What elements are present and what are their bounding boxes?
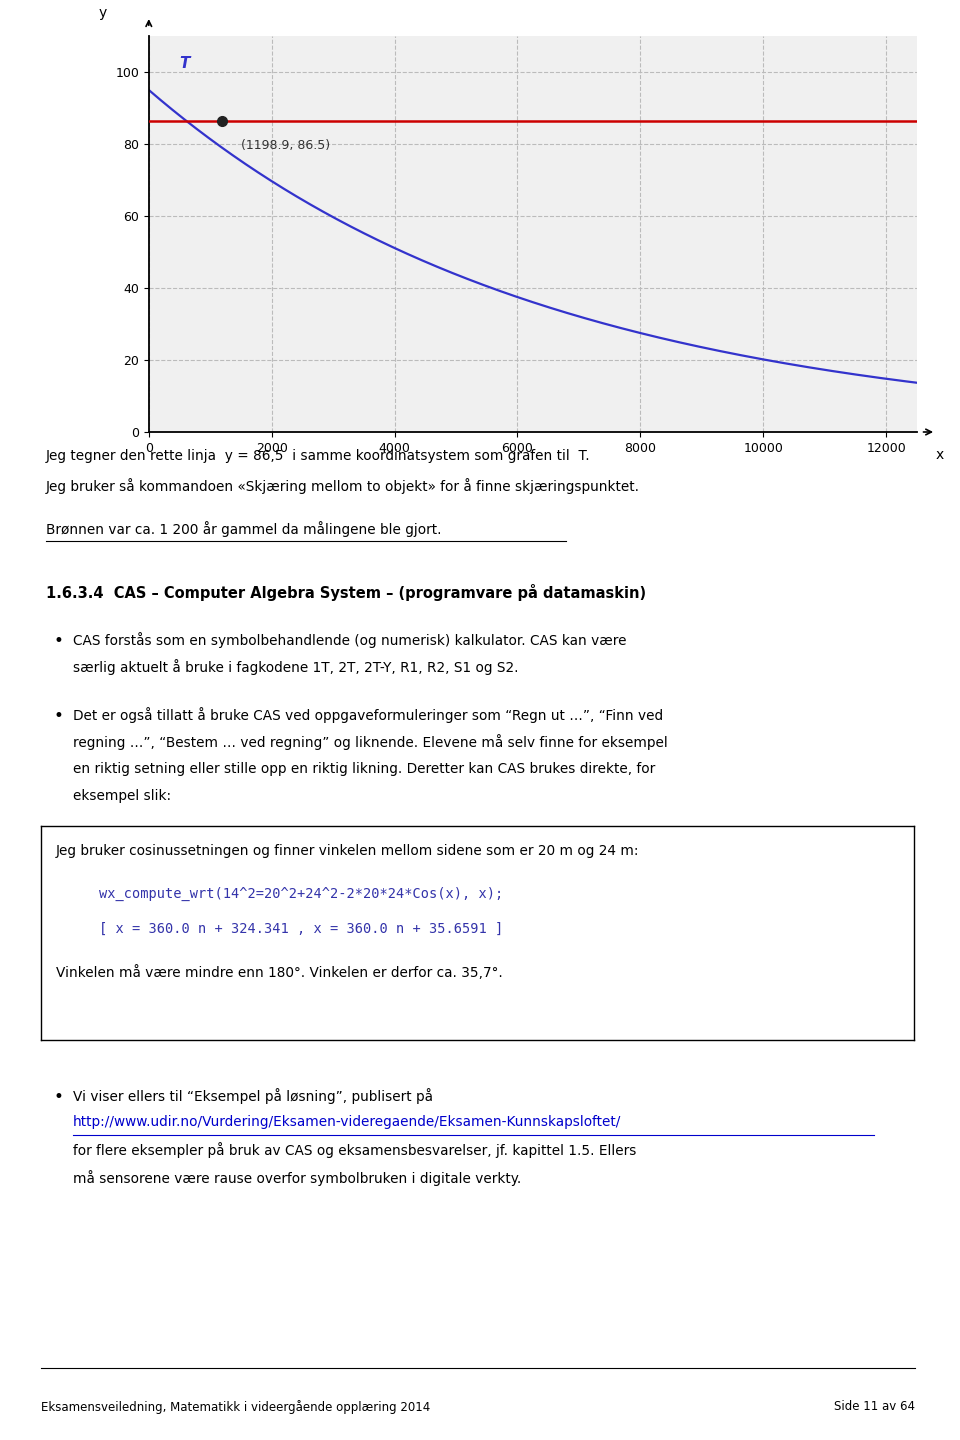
Text: særlig aktuelt å bruke i fagkodene 1T, 2T, 2T-Y, R1, R2, S1 og S2.: særlig aktuelt å bruke i fagkodene 1T, 2… <box>73 660 518 675</box>
Text: CAS forstås som en symbolbehandlende (og numerisk) kalkulator. CAS kan være: CAS forstås som en symbolbehandlende (og… <box>73 632 627 648</box>
Text: wx_compute_wrt(14^2=20^2+24^2-2*20*24*Cos(x), x);: wx_compute_wrt(14^2=20^2+24^2-2*20*24*Co… <box>99 887 503 900</box>
X-axis label: x: x <box>936 448 944 462</box>
Text: 1.6.3.4  CAS – Computer Algebra System – (programvare på datamaskin): 1.6.3.4 CAS – Computer Algebra System – … <box>46 585 646 600</box>
Text: må sensorene være rause overfor symbolbruken i digitale verkty.: må sensorene være rause overfor symbolbr… <box>73 1169 521 1185</box>
Text: en riktig setning eller stille opp en riktig likning. Deretter kan CAS brukes di: en riktig setning eller stille opp en ri… <box>73 762 656 776</box>
Text: Vinkelen må være mindre enn 180°. Vinkelen er derfor ca. 35,7°.: Vinkelen må være mindre enn 180°. Vinkel… <box>56 965 502 979</box>
Text: Det er også tillatt å bruke CAS ved oppgaveformuleringer som “Regn ut …”, “Finn : Det er også tillatt å bruke CAS ved oppg… <box>73 707 663 723</box>
Text: •: • <box>54 1089 63 1106</box>
Text: Jeg bruker cosinussetningen og finner vinkelen mellom sidene som er 20 m og 24 m: Jeg bruker cosinussetningen og finner vi… <box>56 844 639 858</box>
Text: •: • <box>54 707 63 726</box>
Text: http://www.udir.no/Vurdering/Eksamen-videregaende/Eksamen-Kunnskapsloftet/: http://www.udir.no/Vurdering/Eksamen-vid… <box>73 1116 621 1129</box>
Text: regning …”, “Bestem … ved regning” og liknende. Elevene må selv finne for eksemp: regning …”, “Bestem … ved regning” og li… <box>73 734 668 750</box>
Text: for flere eksempler på bruk av CAS og eksamensbesvarelser, jf. kapittel 1.5. Ell: for flere eksempler på bruk av CAS og ek… <box>73 1142 636 1159</box>
Text: eksempel slik:: eksempel slik: <box>73 789 171 802</box>
Text: Side 11 av 64: Side 11 av 64 <box>834 1400 915 1413</box>
Text: Vi viser ellers til “Eksempel på løsning”, publisert på: Vi viser ellers til “Eksempel på løsning… <box>73 1089 433 1104</box>
Text: Jeg tegner den rette linja  y = 86,5  i samme koordinatsystem som grafen til  T.: Jeg tegner den rette linja y = 86,5 i sa… <box>46 449 590 464</box>
Text: [ x = 360.0 n + 324.341 , x = 360.0 n + 35.6591 ]: [ x = 360.0 n + 324.341 , x = 360.0 n + … <box>99 922 503 936</box>
Text: •: • <box>54 632 63 649</box>
Text: Jeg bruker så kommandoen «Skjæring mellom to objekt» for å finne skjæringspunkte: Jeg bruker så kommandoen «Skjæring mello… <box>46 478 640 494</box>
Text: (1198.9, 86.5): (1198.9, 86.5) <box>241 140 330 153</box>
Text: Eksamensveiledning, Matematikk i videergående opplæring 2014: Eksamensveiledning, Matematikk i videerg… <box>41 1400 430 1414</box>
Text: Brønnen var ca. 1 200 år gammel da målingene ble gjort.: Brønnen var ca. 1 200 år gammel da målin… <box>46 521 442 537</box>
Y-axis label: y: y <box>99 6 107 20</box>
Text: T: T <box>180 56 190 72</box>
